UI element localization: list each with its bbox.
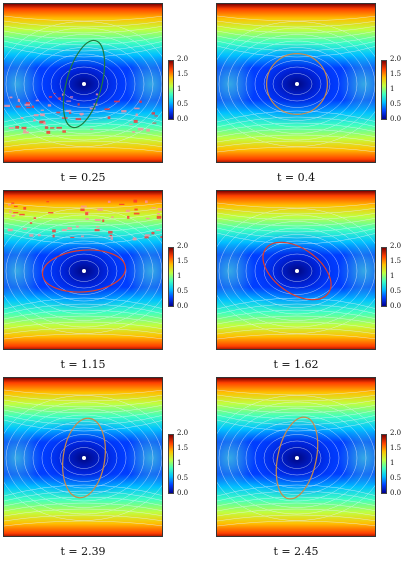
colorbar-tick-label: 0.5 xyxy=(177,287,189,295)
noise-artifacts xyxy=(4,93,158,134)
vortex-center-point xyxy=(295,456,299,460)
colorbar-tick-label: 1.5 xyxy=(390,257,402,265)
colorbar xyxy=(168,434,174,494)
colorbar xyxy=(381,60,387,120)
noise-artifacts xyxy=(7,199,162,241)
colorbar-tick-label: 0.5 xyxy=(390,474,402,482)
colorbar-tick-label: 1 xyxy=(390,272,395,280)
colorbar-tick-label: 0.5 xyxy=(177,100,189,108)
heatmap-plot xyxy=(216,190,376,350)
colorbar-tick-label: 1.5 xyxy=(177,444,189,452)
heatmap-plot xyxy=(216,377,376,537)
colorbar-tick-label: 1.5 xyxy=(390,70,402,78)
colorbar-tick-label: 1.5 xyxy=(177,70,189,78)
colorbar-tick-label: 2.0 xyxy=(390,429,402,437)
figure-panel: 2.0 1.5 1 0.5 0.0 t = 2.45 xyxy=(216,377,404,562)
streamlines xyxy=(4,389,162,527)
colorbar-tick-label: 0.0 xyxy=(390,115,402,123)
panel-caption: t = 1.15 xyxy=(60,358,106,371)
colorbar xyxy=(168,60,174,120)
colorbar-tick-label: 2.0 xyxy=(177,242,189,250)
interface-ring xyxy=(41,249,127,293)
colorbar-tick-label: 0.0 xyxy=(177,489,189,497)
colorbar-tick-label: 1 xyxy=(390,459,395,467)
heatmap-plot xyxy=(3,190,163,350)
colorbar xyxy=(381,247,387,307)
colorbar-tick-label: 1 xyxy=(390,85,395,93)
vortex-center-point xyxy=(82,456,86,460)
panel-caption: t = 1.62 xyxy=(273,358,319,371)
interface-ring xyxy=(62,417,106,499)
vortex-center-point xyxy=(82,82,86,86)
colorbar xyxy=(168,247,174,307)
colorbar-tick-label: 0.5 xyxy=(390,100,402,108)
colorbar-tick-label: 1.5 xyxy=(177,257,189,265)
panel-caption: t = 0.25 xyxy=(60,171,106,184)
panel-caption: t = 2.45 xyxy=(273,545,319,558)
interface-ring xyxy=(262,241,332,301)
colorbar xyxy=(381,434,387,494)
colorbar-tick-label: 1.5 xyxy=(390,444,402,452)
interface-ring xyxy=(275,416,319,500)
colorbar-tick-label: 2.0 xyxy=(177,429,189,437)
panel-caption: t = 2.39 xyxy=(60,545,106,558)
figure-panel: 2.0 1.5 1 0.5 0.0 t = 0.4 xyxy=(216,3,404,188)
interface-ring xyxy=(62,39,106,129)
colorbar-tick-label: 0.5 xyxy=(177,474,189,482)
colorbar-tick-label: 0.0 xyxy=(390,302,402,310)
colorbar-tick-label: 1 xyxy=(177,85,182,93)
colorbar-tick-label: 1 xyxy=(177,459,182,467)
colorbar-tick-label: 0.0 xyxy=(177,302,189,310)
colorbar-tick-label: 0.0 xyxy=(390,489,402,497)
colorbar-tick-label: 2.0 xyxy=(390,55,402,63)
heatmap-plot xyxy=(3,3,163,163)
vortex-center-point xyxy=(82,269,86,273)
colorbar-tick-label: 2.0 xyxy=(390,242,402,250)
streamlines xyxy=(217,202,375,340)
heatmap-plot xyxy=(3,377,163,537)
panel-caption: t = 0.4 xyxy=(276,171,316,184)
colorbar-tick-label: 0.5 xyxy=(390,287,402,295)
colorbar-tick-label: 1 xyxy=(177,272,182,280)
figure-panel: 2.0 1.5 1 0.5 0.0 t = 0.25 xyxy=(3,3,203,188)
colorbar-tick-label: 2.0 xyxy=(177,55,189,63)
figure-panel: 2.0 1.5 1 0.5 0.0 t = 1.62 xyxy=(216,190,404,375)
vortex-center-point xyxy=(295,269,299,273)
vortex-center-point xyxy=(295,82,299,86)
heatmap-plot xyxy=(216,3,376,163)
figure-panel: 2.0 1.5 1 0.5 0.0 t = 2.39 xyxy=(3,377,203,562)
interface-ring xyxy=(265,52,328,115)
figure-panel: 2.0 1.5 1 0.5 0.0 t = 1.15 xyxy=(3,190,203,375)
colorbar-tick-label: 0.0 xyxy=(177,115,189,123)
streamlines xyxy=(217,389,375,527)
